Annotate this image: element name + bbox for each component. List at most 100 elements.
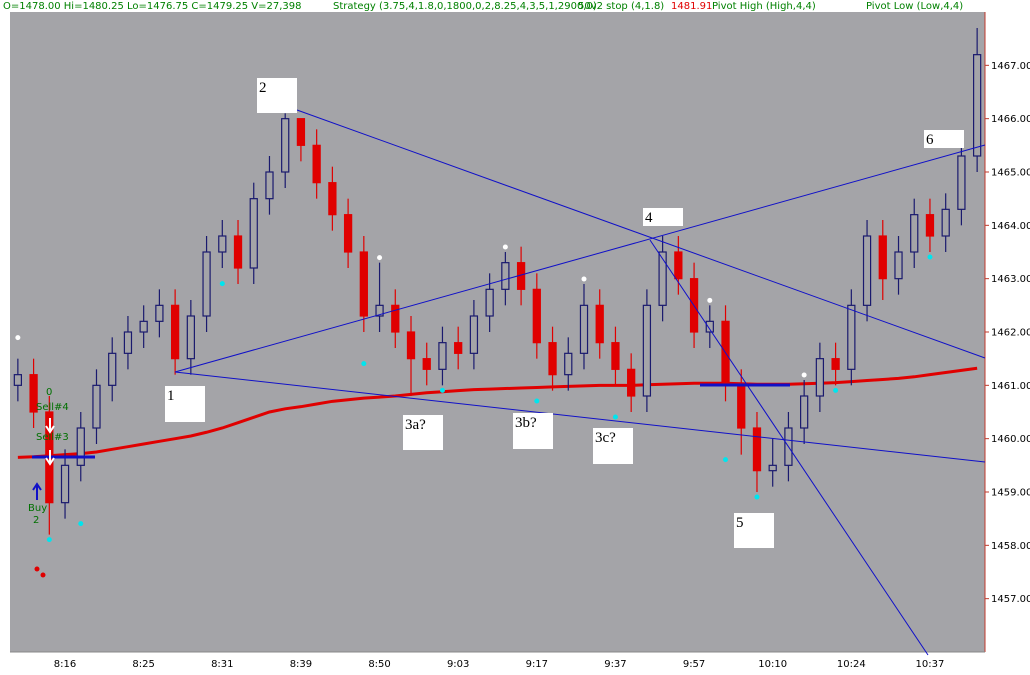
- pivot-high: [581, 276, 587, 282]
- annotation-label: 3b?: [515, 415, 537, 431]
- x-tick-label: 9:17: [526, 659, 548, 670]
- trendline: [649, 239, 929, 656]
- x-tick-label: 9:57: [683, 659, 705, 670]
- candle-body: [328, 182, 337, 216]
- candle-body: [13, 374, 23, 386]
- x-tick-label: 8:25: [132, 659, 154, 670]
- candle-body: [218, 235, 227, 253]
- candle-body: [705, 320, 714, 333]
- strategy-label: Sell#4: [36, 402, 69, 413]
- candle-body: [768, 464, 777, 472]
- pivot-high: [707, 297, 713, 303]
- pivot-low: [46, 537, 52, 543]
- candle-body: [438, 342, 447, 370]
- x-tick-label: 10:24: [837, 659, 866, 670]
- candle-body: [800, 395, 809, 429]
- x-tick-label: 8:16: [54, 659, 76, 670]
- strategy-label: 2: [33, 515, 39, 526]
- candle-body: [595, 304, 604, 344]
- exit-dot: [40, 572, 46, 578]
- trendline: [296, 109, 986, 359]
- annotation-box: [165, 386, 205, 422]
- candle-body: [957, 155, 966, 210]
- candle-body: [391, 304, 400, 333]
- y-tick-label: 1461.00: [991, 381, 1030, 392]
- annotation-label: 3a?: [405, 417, 426, 433]
- candle-body: [76, 427, 85, 466]
- header-text: O=1478.00 Hi=1480.25 Lo=1476.75 C=1479.2…: [3, 1, 302, 12]
- candle-body: [752, 427, 762, 472]
- x-tick-label: 10:37: [916, 659, 945, 670]
- candle-body: [642, 304, 652, 397]
- x-tick-label: 9:03: [447, 659, 469, 670]
- candle-body: [532, 288, 541, 344]
- candle-body: [894, 251, 903, 280]
- candle-body: [831, 358, 840, 370]
- pivot-low: [723, 457, 729, 463]
- pivot-low: [612, 414, 618, 420]
- pivot-low: [833, 387, 839, 393]
- x-tick-label: 9:37: [604, 659, 626, 670]
- candle-body: [941, 208, 950, 237]
- candle-body: [579, 304, 589, 354]
- y-tick-label: 1464.00: [991, 221, 1030, 232]
- candle-body: [611, 342, 620, 370]
- candle-body: [312, 144, 321, 184]
- candle-body: [343, 214, 353, 253]
- annotation-box: [513, 413, 553, 449]
- header-text: 1481.91: [671, 1, 712, 12]
- candle-body: [60, 464, 70, 504]
- pivot-high: [801, 372, 807, 378]
- candle-body: [674, 251, 683, 280]
- annotation-box: [734, 513, 774, 548]
- pivot-low: [361, 361, 367, 367]
- candle-body: [29, 374, 38, 413]
- candle-body: [422, 358, 431, 370]
- candle-body: [281, 118, 290, 173]
- y-tick-label: 1462.00: [991, 328, 1030, 339]
- candle-body: [564, 352, 573, 376]
- candle-body: [658, 251, 667, 306]
- candle-body: [548, 342, 557, 376]
- annotation-box: [593, 428, 633, 464]
- candle-body: [155, 304, 164, 322]
- pivot-low: [439, 387, 445, 393]
- strategy-label: Buy: [28, 503, 47, 514]
- annotation-label: 3c?: [595, 430, 616, 446]
- candle-body: [972, 54, 982, 157]
- candle-body: [878, 235, 887, 280]
- strategy-label: Sell#3: [36, 432, 69, 443]
- annotation-box: [403, 415, 443, 450]
- pivot-high: [502, 244, 508, 250]
- pivot-low: [219, 281, 225, 287]
- y-tick-label: 1460.00: [991, 434, 1030, 445]
- buy-arrow: [32, 482, 42, 500]
- candle-body: [485, 288, 494, 317]
- pivot-high: [15, 335, 21, 341]
- candle-body: [359, 251, 368, 317]
- sell-arrow: [45, 450, 55, 466]
- candle-body: [925, 214, 935, 237]
- candle-body: [815, 358, 825, 397]
- trendline: [174, 144, 986, 373]
- candle-body: [847, 304, 856, 370]
- candle-body: [501, 262, 510, 290]
- candle-body: [139, 320, 148, 333]
- candle-body: [454, 342, 463, 354]
- candle-body: [375, 304, 384, 317]
- y-tick-label: 1467.00: [991, 61, 1030, 72]
- annotation-label: 5: [736, 515, 744, 531]
- y-tick-label: 1459.00: [991, 488, 1030, 499]
- header-text: Pivot Low (Low,4,4): [866, 1, 963, 12]
- annotation-label: 1: [167, 388, 175, 404]
- annotation-label: 4: [645, 210, 653, 226]
- candle-body: [92, 384, 101, 429]
- trendline: [174, 371, 986, 463]
- candle-body: [627, 368, 636, 397]
- candle-body: [910, 214, 919, 253]
- candle-body: [862, 235, 872, 306]
- pivot-low: [927, 254, 933, 260]
- y-tick-label: 1457.00: [991, 594, 1030, 605]
- candle-body: [265, 171, 274, 200]
